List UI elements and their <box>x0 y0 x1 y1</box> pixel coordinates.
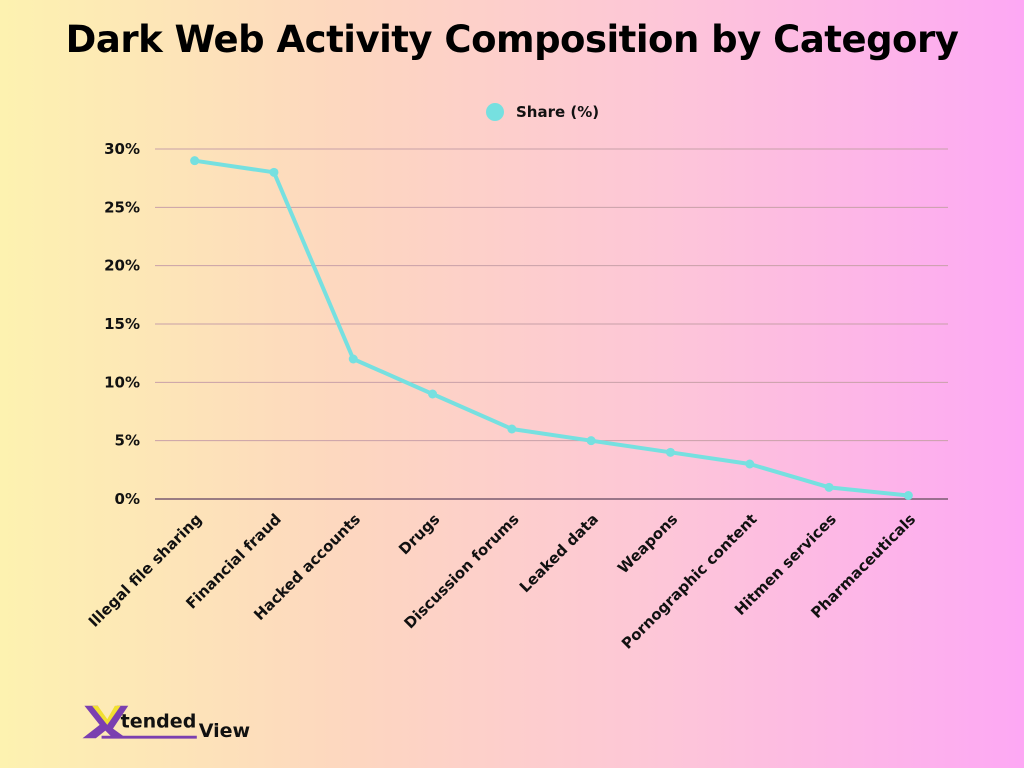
data-point <box>665 447 675 457</box>
x-tick-label: Weapons <box>614 510 681 577</box>
x-tick-label: Drugs <box>395 510 443 558</box>
svg-text:View: View <box>199 720 250 742</box>
data-point <box>903 491 913 500</box>
y-tick-label: 30% <box>104 140 140 158</box>
series-line <box>194 158 909 498</box>
chart-title: Dark Web Activity Composition by Categor… <box>65 18 959 61</box>
y-tick-label: 0% <box>115 490 140 508</box>
data-point <box>348 354 358 364</box>
xtendedview-logo: tended View <box>82 705 250 742</box>
legend-label: Share (%) <box>516 103 599 121</box>
x-tick-label: Illegal file sharing <box>85 510 206 631</box>
data-point <box>428 389 438 399</box>
x-tick-label: Leaked data <box>516 510 602 596</box>
data-point <box>745 459 755 469</box>
svg-text:tended: tended <box>121 711 197 733</box>
y-tick-label: 20% <box>104 257 140 275</box>
data-point <box>824 482 834 492</box>
legend-marker <box>486 103 504 121</box>
data-point <box>190 156 200 166</box>
x-tick-label: Pornographic content <box>618 510 761 653</box>
y-tick-label: 5% <box>115 432 140 450</box>
data-point <box>586 436 596 446</box>
data-point <box>507 424 517 434</box>
y-tick-label: 10% <box>104 373 140 391</box>
y-tick-label: 15% <box>104 315 140 333</box>
data-point <box>269 167 279 177</box>
y-tick-label: 25% <box>104 198 140 216</box>
